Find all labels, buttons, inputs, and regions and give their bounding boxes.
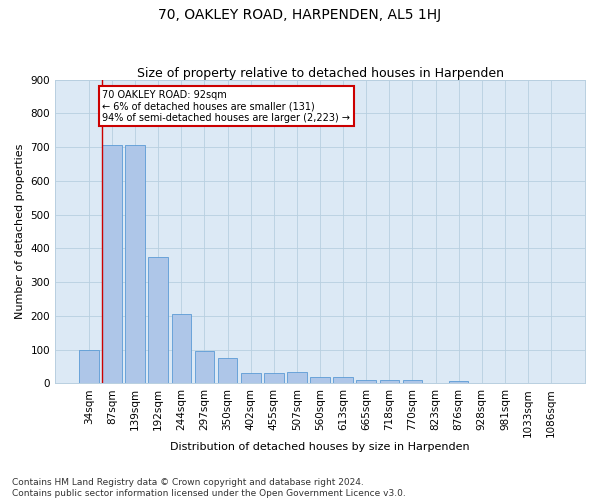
Bar — [194, 350, 214, 384]
Bar — [310, 376, 330, 384]
Bar — [125, 144, 145, 384]
Bar — [79, 350, 99, 384]
X-axis label: Distribution of detached houses by size in Harpenden: Distribution of detached houses by size … — [170, 442, 470, 452]
Bar — [287, 372, 307, 384]
Bar — [356, 380, 376, 384]
Text: 70 OAKLEY ROAD: 92sqm
← 6% of detached houses are smaller (131)
94% of semi-deta: 70 OAKLEY ROAD: 92sqm ← 6% of detached h… — [103, 90, 350, 123]
Text: 70, OAKLEY ROAD, HARPENDEN, AL5 1HJ: 70, OAKLEY ROAD, HARPENDEN, AL5 1HJ — [158, 8, 442, 22]
Bar — [380, 380, 399, 384]
Y-axis label: Number of detached properties: Number of detached properties — [15, 144, 25, 319]
Bar — [449, 381, 469, 384]
Bar — [148, 257, 168, 384]
Bar — [241, 374, 260, 384]
Bar — [102, 146, 122, 384]
Text: Contains HM Land Registry data © Crown copyright and database right 2024.
Contai: Contains HM Land Registry data © Crown c… — [12, 478, 406, 498]
Bar — [218, 358, 238, 384]
Bar — [403, 380, 422, 384]
Bar — [334, 376, 353, 384]
Title: Size of property relative to detached houses in Harpenden: Size of property relative to detached ho… — [137, 66, 503, 80]
Bar — [264, 372, 284, 384]
Bar — [172, 314, 191, 384]
